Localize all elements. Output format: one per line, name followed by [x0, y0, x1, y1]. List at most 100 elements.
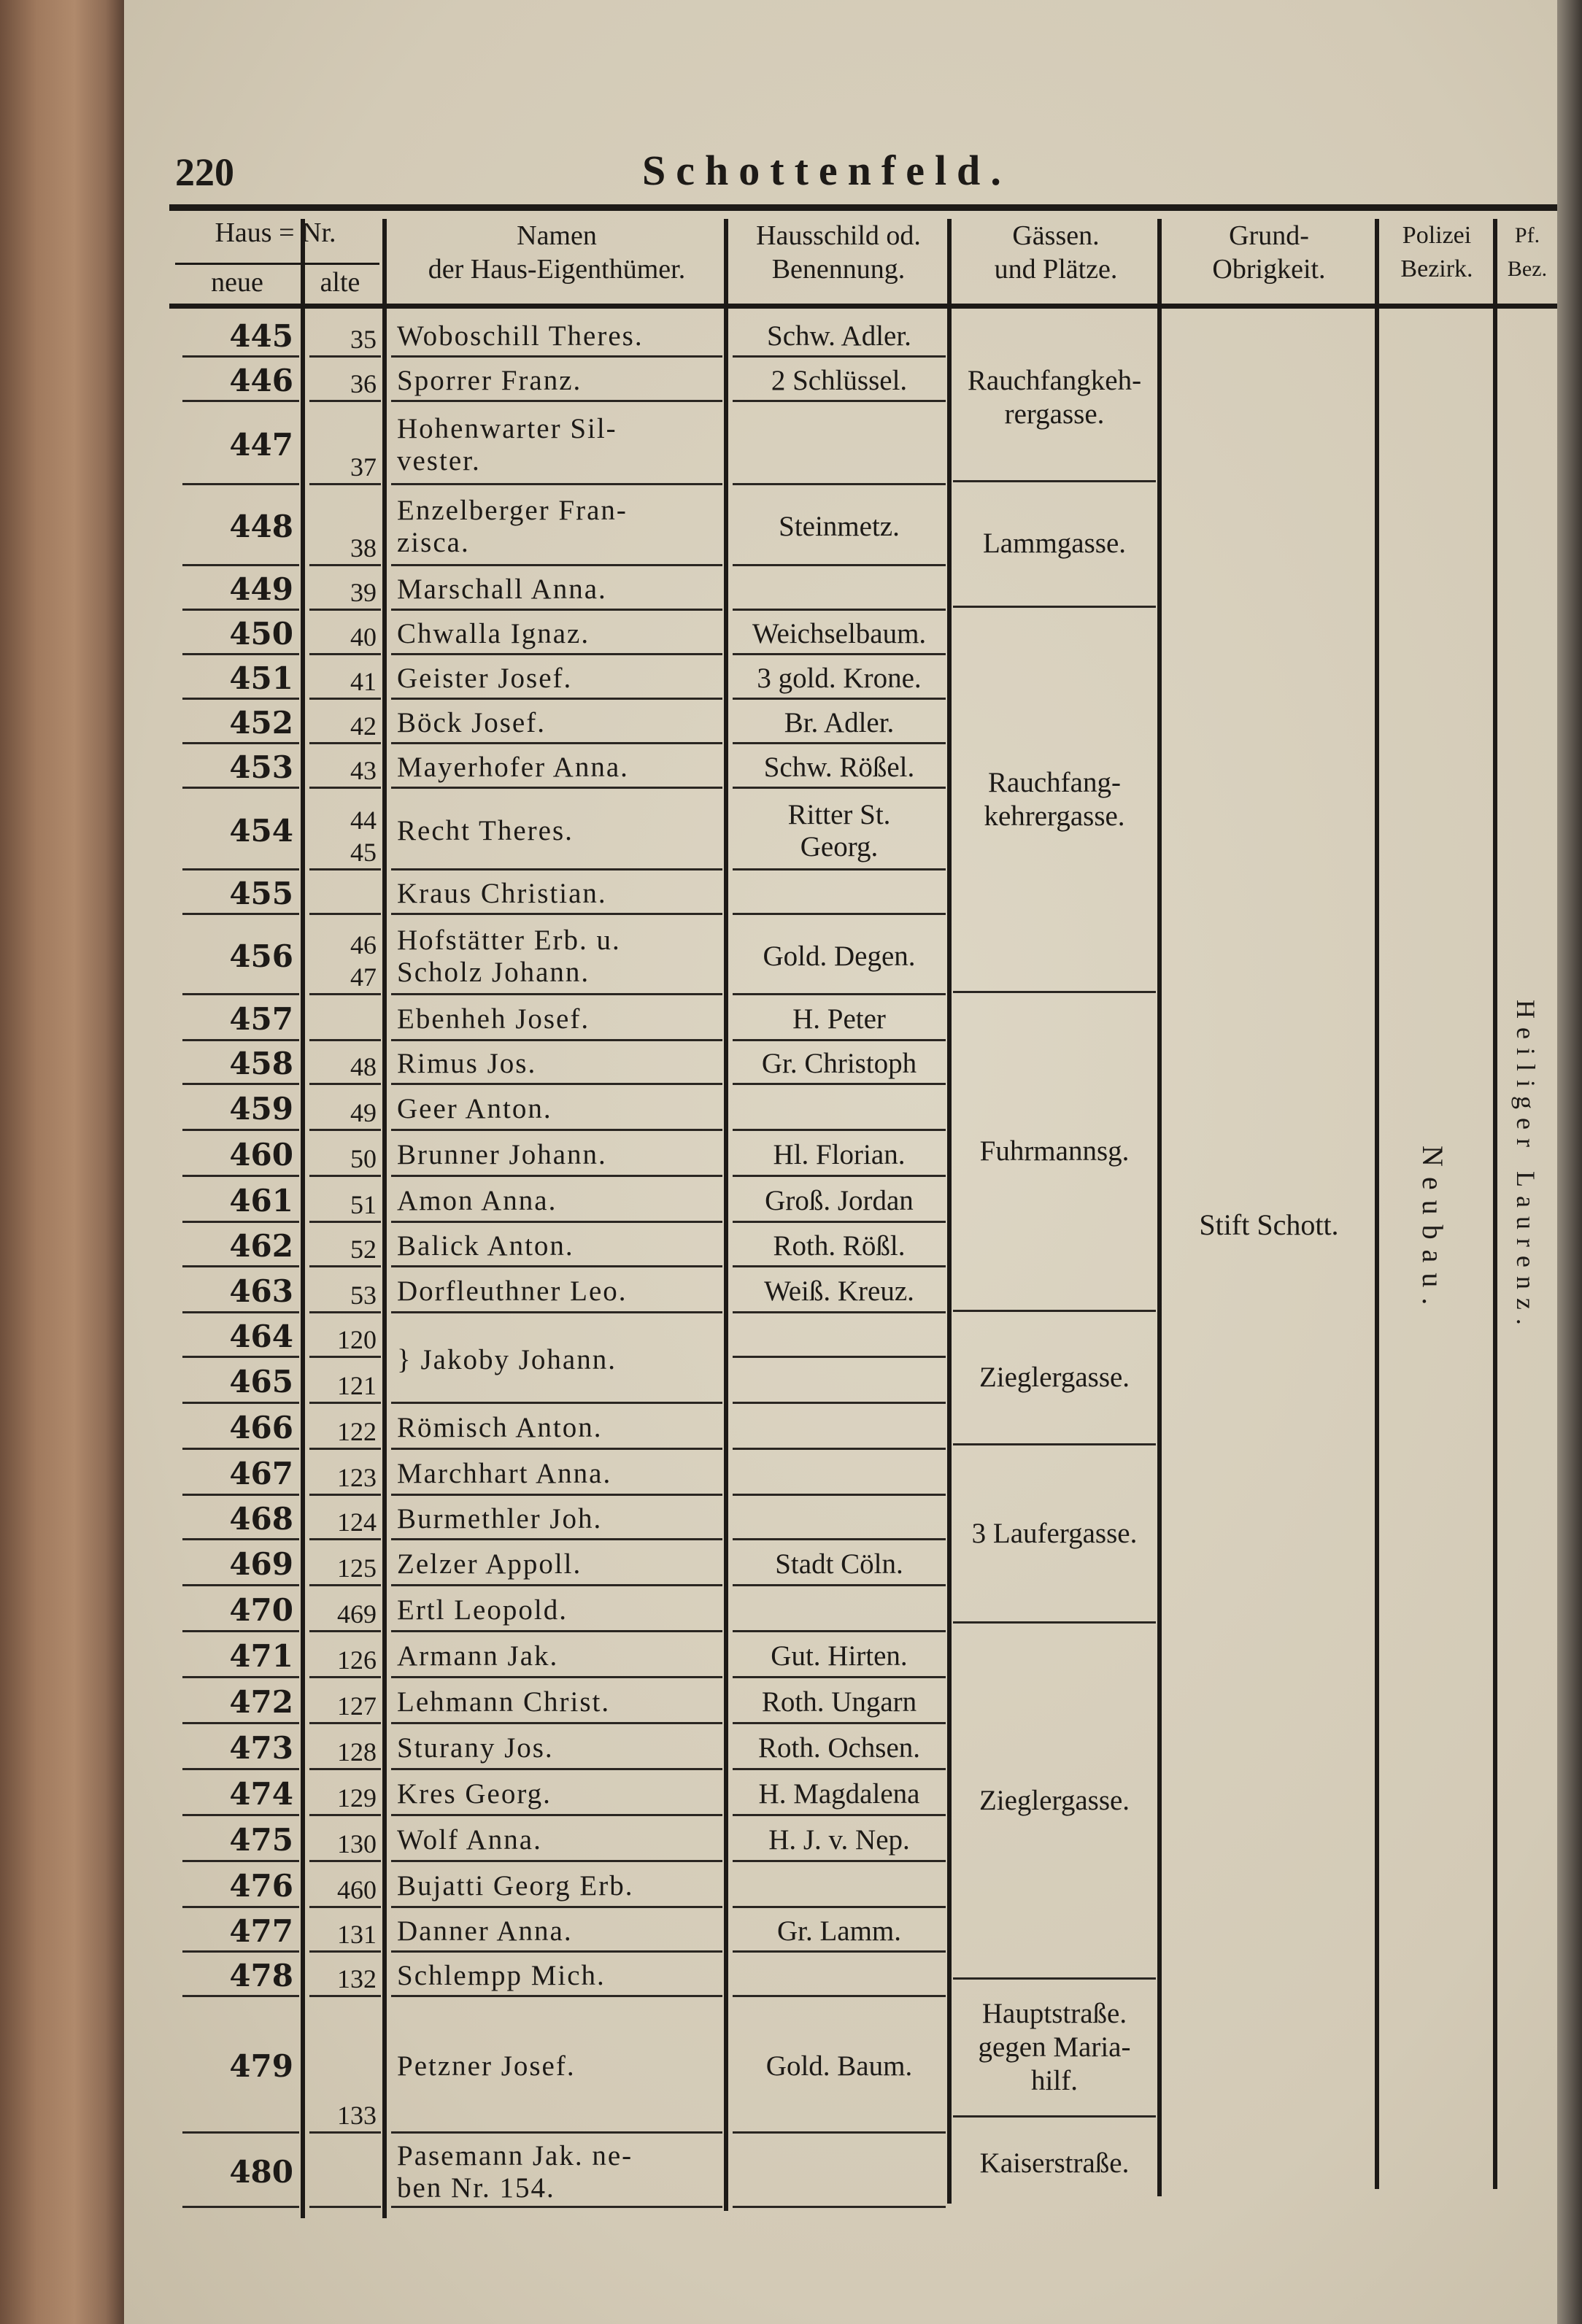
row-alte-nr: [309, 875, 381, 915]
row-house-sign: [733, 1454, 946, 1496]
row-neue-nr: 462: [182, 1227, 299, 1267]
row-alte-nr: 128: [309, 1729, 381, 1770]
row-alte-nr: 46 47: [309, 919, 381, 995]
street-name: 3 Laufergasse.: [953, 1445, 1156, 1624]
row-neue-nr: 457: [182, 1000, 299, 1041]
column-divider: [301, 219, 305, 2218]
header-haus-nr: Haus = Nr.: [215, 217, 336, 248]
column-divider: [947, 219, 952, 2204]
row-alte-nr: 49: [309, 1089, 381, 1131]
page-number: 220: [175, 150, 234, 194]
row-house-sign: H. Peter: [733, 1000, 946, 1041]
row-house-sign: [733, 875, 946, 915]
row-alte-nr: 120: [309, 1318, 381, 1358]
row-neue-nr: 454: [182, 793, 299, 870]
header-alte: alte: [320, 267, 360, 298]
row-alte-nr: 132: [309, 1957, 381, 1997]
row-owner-name: Chwalla Ignaz.: [391, 615, 722, 655]
row-neue-nr: 468: [182, 1500, 299, 1540]
row-neue-nr: 460: [182, 1135, 299, 1177]
row-house-sign: [733, 406, 946, 485]
row-owner-name: Marchhart Anna.: [391, 1454, 722, 1496]
page-title: Schottenfeld.: [642, 147, 1011, 194]
row-alte-nr: 37: [309, 406, 381, 485]
column-divider: [1375, 219, 1379, 2189]
row-alte-nr: 38: [309, 489, 381, 566]
row-neue-nr: 467: [182, 1454, 299, 1496]
row-alte-nr: 36: [309, 362, 381, 402]
row-house-sign: [733, 1500, 946, 1540]
header-hausschild: Hausschild od. Benennung.: [756, 220, 921, 285]
row-owner-name: Woboschill Theres.: [391, 317, 722, 358]
book-spine: [0, 0, 124, 2324]
row-alte-nr: 124: [309, 1500, 381, 1540]
row-owner-name: Marschall Anna.: [391, 571, 722, 611]
header-grund: Grund- Obrigkeit.: [1212, 220, 1326, 285]
row-alte-nr: 129: [309, 1775, 381, 1816]
row-house-sign: H. J. v. Nep.: [733, 1821, 946, 1862]
header-polizei: Polizei Bezirk.: [1400, 222, 1473, 282]
row-alte-nr: 42: [309, 704, 381, 744]
row-neue-nr: 449: [182, 571, 299, 611]
street-name: Hauptstraße. gegen Maria- hilf.: [953, 1980, 1156, 2118]
row-neue-nr: 459: [182, 1089, 299, 1131]
row-house-sign: [733, 1089, 946, 1131]
row-neue-nr: 458: [182, 1045, 299, 1085]
row-owner-name: Recht Theres.: [391, 793, 722, 870]
row-alte-nr: 125: [309, 1545, 381, 1586]
row-alte-nr: 41: [309, 660, 381, 700]
row-neue-nr: 463: [182, 1272, 299, 1313]
row-alte-nr: 52: [309, 1227, 381, 1267]
row-alte-nr: [309, 1000, 381, 1041]
street-name: Rauchfangkeh- rergasse.: [953, 314, 1156, 482]
row-house-sign: Roth. Rößl.: [733, 1227, 946, 1267]
column-divider: [382, 219, 387, 2218]
row-alte-nr: 127: [309, 1683, 381, 1724]
header-pf: Pf. Bez.: [1507, 223, 1548, 281]
row-house-sign: 3 gold. Krone.: [733, 660, 946, 700]
row-owner-name: Hofstätter Erb. u. Scholz Johann.: [391, 919, 722, 995]
haus-nr-rule: [175, 263, 379, 265]
row-alte-nr: 121: [309, 1362, 381, 1404]
row-owner-name: Lehmann Christ.: [391, 1683, 722, 1724]
header-namen: Namen der Haus-Eigenthümer.: [428, 220, 686, 285]
row-house-sign: Roth. Ochsen.: [733, 1729, 946, 1770]
street-name: Kaiserstraße.: [979, 2147, 1130, 2179]
row-house-sign: Roth. Ungarn: [733, 1683, 946, 1724]
row-house-sign: Br. Adler.: [733, 704, 946, 744]
row-neue-nr: 446: [182, 362, 299, 402]
row-neue-nr: 448: [182, 489, 299, 566]
row-house-sign: [733, 1318, 946, 1358]
header-gassen: Gässen. und Plätze.: [994, 220, 1118, 285]
street-name: Zieglergasse.: [953, 1624, 1156, 1980]
street-name: Lammgasse.: [953, 482, 1156, 608]
row-neue-nr: 466: [182, 1408, 299, 1450]
row-house-sign: Gr. Lamm.: [733, 1912, 946, 1953]
row-owner-name: Balick Anton.: [391, 1227, 722, 1267]
row-owner-name: Geer Anton.: [391, 1089, 722, 1131]
row-house-sign: Weiß. Kreuz.: [733, 1272, 946, 1313]
row-neue-nr: 474: [182, 1775, 299, 1816]
row-owner-name: Rimus Jos.: [391, 1045, 722, 1085]
row-neue-nr: 479: [182, 2001, 299, 2134]
row-alte-nr: 469: [309, 1591, 381, 1632]
header-rule: [169, 304, 1557, 309]
row-neue-nr: 473: [182, 1729, 299, 1770]
row-alte-nr: 40: [309, 615, 381, 655]
row-owner-name: Wolf Anna.: [391, 1821, 722, 1862]
row-alte-nr: 123: [309, 1454, 381, 1496]
row-house-sign: [733, 1866, 946, 1908]
row-neue-nr: 469: [182, 1545, 299, 1586]
header-neue: neue: [211, 267, 263, 298]
polizei-bezirk: Neubau.: [1416, 1146, 1449, 1316]
row-neue-nr: 477: [182, 1912, 299, 1953]
row-alte-nr: 460: [309, 1866, 381, 1908]
row-neue-nr: 465: [182, 1362, 299, 1404]
row-neue-nr: 470: [182, 1591, 299, 1632]
row-owner-name: Geister Josef.: [391, 660, 722, 700]
row-neue-nr: 476: [182, 1866, 299, 1908]
row-alte-nr: 50: [309, 1135, 381, 1177]
row-neue-nr: 451: [182, 660, 299, 700]
row-neue-nr: 452: [182, 704, 299, 744]
row-neue-nr: 453: [182, 749, 299, 789]
